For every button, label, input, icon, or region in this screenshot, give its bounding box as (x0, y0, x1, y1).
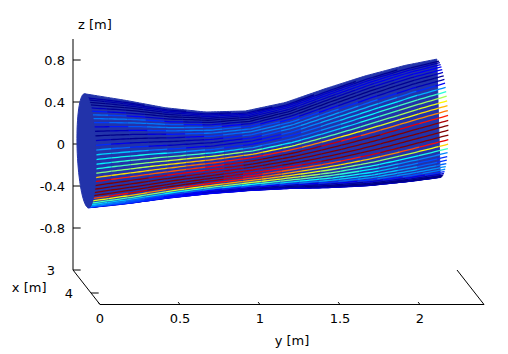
svg-text:2: 2 (416, 311, 424, 326)
svg-text:1: 1 (256, 311, 264, 326)
svg-text:-0.4: -0.4 (40, 179, 65, 194)
svg-text:0.5: 0.5 (170, 311, 191, 326)
svg-text:0.8: 0.8 (44, 53, 65, 68)
svg-text:y [m]: y [m] (275, 333, 310, 348)
svg-text:-0.8: -0.8 (40, 221, 65, 236)
svg-text:1.5: 1.5 (330, 311, 351, 326)
svg-text:0: 0 (96, 311, 104, 326)
svg-text:x [m]: x [m] (12, 280, 47, 295)
svg-text:0: 0 (57, 137, 65, 152)
svg-text:4: 4 (65, 286, 73, 301)
svg-text:0.4: 0.4 (44, 95, 65, 110)
svg-text:z [m]: z [m] (78, 17, 112, 32)
svg-text:3: 3 (47, 263, 55, 278)
